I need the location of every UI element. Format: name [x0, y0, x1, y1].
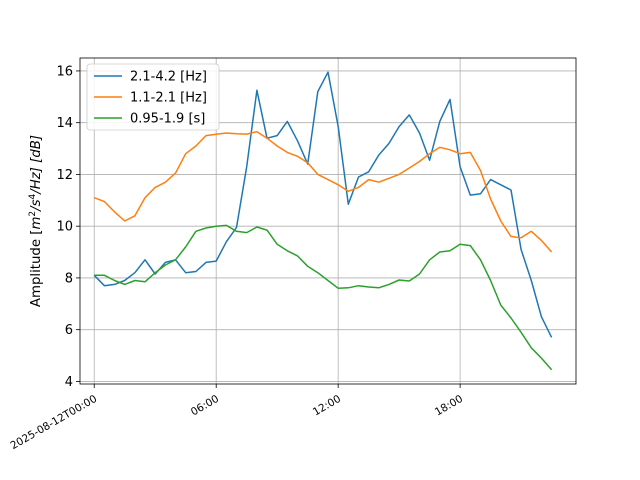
- y-axis-label-prefix: Amplitude [: [29, 230, 44, 308]
- y-axis-ticks: 4 6 8 10 12 14 16: [56, 64, 80, 390]
- y-axis-label-seconds: /s: [29, 199, 44, 211]
- y-axis-label-meter: m: [29, 217, 44, 230]
- y-axis-label-meter-exponent: 2: [28, 211, 38, 217]
- y-axis-label-seconds-exponent: 4: [28, 193, 38, 199]
- series-line-2: [93, 130, 553, 253]
- series-line-3: [94, 224, 553, 371]
- legend-label-1: 2.1-4.2 [Hz]: [130, 70, 207, 85]
- plot-frame: [79, 57, 577, 385]
- y-tick-label: 14: [56, 116, 73, 131]
- y-axis-label: Amplitude [m2/s4/Hz] [dB]: [28, 135, 44, 307]
- y-tick-label: 4: [65, 375, 73, 390]
- legend-label-3: 0.95-1.9 [s]: [130, 112, 205, 127]
- y-tick-label: 6: [65, 323, 73, 338]
- series-line-1: [93, 71, 553, 338]
- y-tick-label: 8: [65, 271, 73, 286]
- grid-lines: [80, 58, 576, 384]
- y-tick-label: 12: [56, 168, 73, 183]
- legend-label-2: 1.1-2.1 [Hz]: [130, 91, 207, 106]
- y-axis-label-suffix: /Hz] [dB]: [29, 135, 44, 195]
- y-tick-label: 16: [56, 64, 73, 79]
- series-lines: [93, 71, 553, 371]
- y-tick-label: 10: [56, 220, 73, 235]
- legend-box: [86, 63, 220, 131]
- legend: 2.1-4.2 [Hz] 1.1-2.1 [Hz] 0.95-1.9 [s]: [86, 63, 220, 131]
